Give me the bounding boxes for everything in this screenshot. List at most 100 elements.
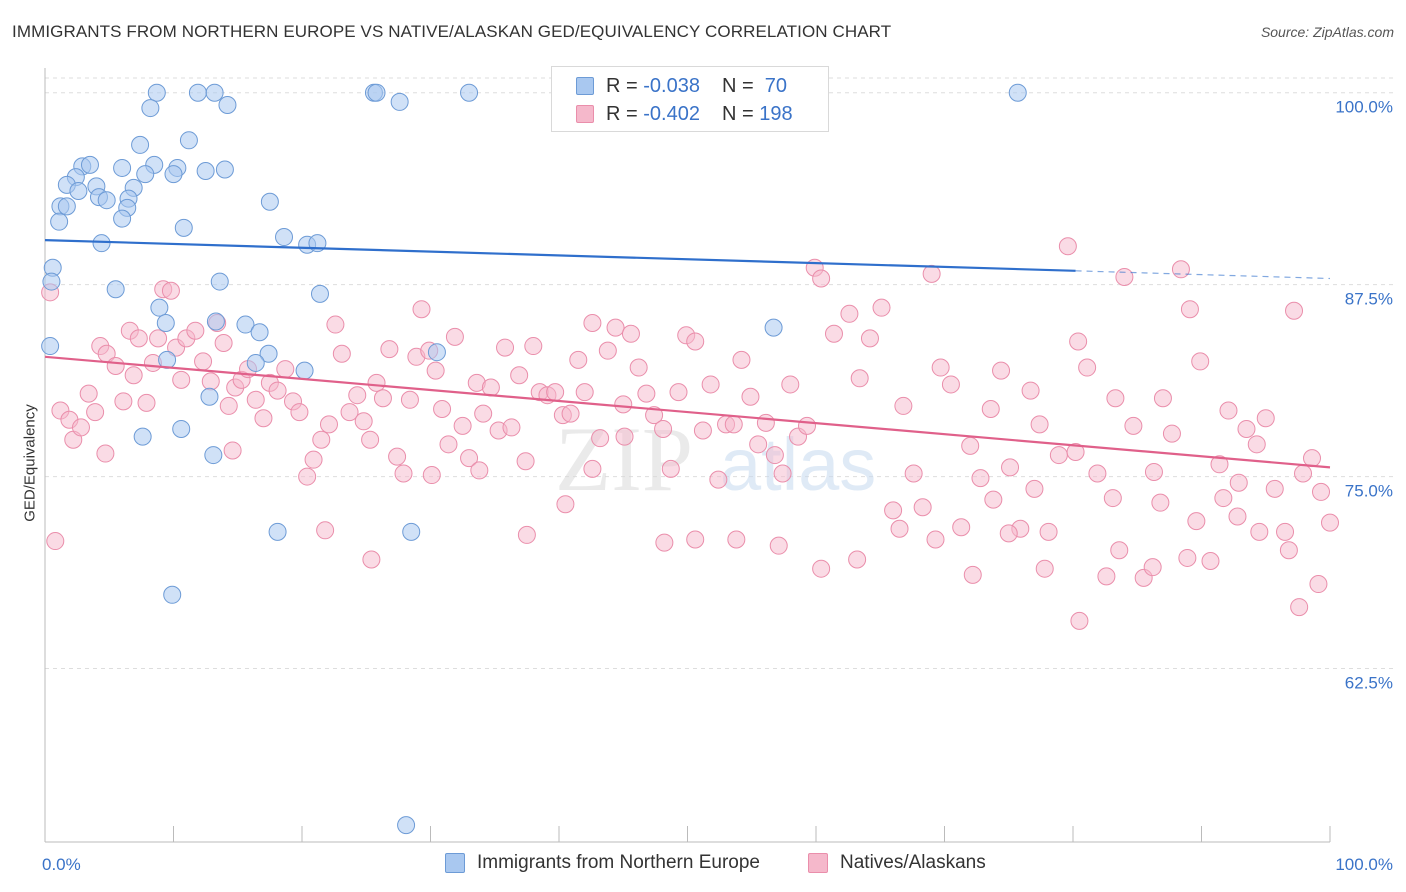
data-point-natives xyxy=(1039,522,1058,541)
data-point-natives xyxy=(1144,462,1163,481)
data-point-natives xyxy=(412,300,431,319)
data-point-natives xyxy=(1229,473,1248,492)
x-tick-label: 100.0% xyxy=(1335,855,1393,874)
data-point-northern-europe xyxy=(268,522,287,541)
data-point-natives xyxy=(890,519,909,538)
data-point-natives xyxy=(781,375,800,394)
data-point-natives xyxy=(569,350,588,369)
stats-row-northern-europe: R = -0.038 N = 70 xyxy=(576,74,787,98)
data-point-natives xyxy=(129,329,148,348)
data-point-natives xyxy=(276,360,295,379)
data-point-natives xyxy=(1187,512,1206,531)
blue-swatch xyxy=(445,853,465,873)
data-point-natives xyxy=(46,532,65,551)
data-point-natives xyxy=(984,490,1003,509)
data-point-natives xyxy=(1237,419,1256,438)
data-point-natives xyxy=(575,383,594,402)
data-point-natives xyxy=(388,447,407,466)
data-point-natives xyxy=(926,530,945,549)
data-point-natives xyxy=(79,384,98,403)
x-tick-label: 0.0% xyxy=(42,855,81,874)
data-point-natives xyxy=(1162,424,1181,443)
data-point-northern-europe xyxy=(172,419,191,438)
r-value: -0.038 xyxy=(643,74,700,97)
r-label: R = xyxy=(606,74,638,97)
data-point-northern-europe xyxy=(106,280,125,299)
data-point-natives xyxy=(963,565,982,584)
data-point-natives xyxy=(1115,267,1134,286)
data-point-natives xyxy=(1066,443,1085,461)
data-point-northern-europe xyxy=(260,192,279,211)
data-point-natives xyxy=(114,392,133,411)
y-tick-labels: 100.0% 87.5% 75.0% 62.5% xyxy=(1335,98,1393,693)
data-point-natives xyxy=(756,413,775,432)
data-point-natives xyxy=(1247,435,1266,454)
data-point-natives xyxy=(1103,489,1122,508)
data-point-natives xyxy=(439,435,458,454)
data-point-natives xyxy=(615,427,634,446)
data-point-northern-europe xyxy=(133,427,152,446)
data-point-natives xyxy=(1294,464,1313,483)
r-label: R = xyxy=(606,102,638,125)
data-point-natives xyxy=(367,373,386,392)
data-point-natives xyxy=(1250,522,1269,541)
n-value: 198 xyxy=(759,102,793,125)
data-point-natives xyxy=(1290,598,1309,617)
data-point-natives xyxy=(1035,559,1054,578)
data-point-natives xyxy=(290,403,309,422)
legend-item-northern-europe[interactable]: Immigrants from Northern Europe xyxy=(445,852,760,874)
data-point-natives xyxy=(614,395,633,414)
data-point-northern-europe xyxy=(97,191,116,210)
data-point-northern-europe xyxy=(42,272,61,291)
data-point-northern-europe xyxy=(164,165,183,184)
legend-item-natives[interactable]: Natives/Alaskans xyxy=(808,852,986,874)
data-point-natives xyxy=(1265,479,1284,498)
data-point-natives xyxy=(741,387,760,406)
data-point-natives xyxy=(749,435,768,454)
data-point-northern-europe xyxy=(427,343,446,362)
data-point-natives xyxy=(496,338,515,357)
data-point-natives xyxy=(1078,358,1097,377)
data-point-northern-europe xyxy=(156,314,175,333)
data-point-northern-europe xyxy=(150,298,169,317)
y-tick-label: 62.5% xyxy=(1345,673,1393,692)
data-point-natives xyxy=(246,390,265,409)
data-point-natives xyxy=(884,501,903,520)
data-point-natives xyxy=(433,400,452,419)
data-point-natives xyxy=(86,403,105,422)
data-point-northern-europe xyxy=(141,99,160,118)
data-point-natives xyxy=(373,389,392,408)
blue-swatch xyxy=(576,77,594,95)
watermark-zip: ZIP xyxy=(555,408,693,510)
data-point-natives xyxy=(1110,541,1129,560)
data-point-natives xyxy=(686,530,705,549)
data-point-natives xyxy=(860,329,879,348)
data-point-northern-europe xyxy=(188,83,207,102)
data-point-northern-europe xyxy=(246,353,265,372)
data-point-northern-europe xyxy=(174,218,193,237)
data-point-northern-europe xyxy=(250,323,269,342)
data-point-natives xyxy=(106,357,125,376)
data-point-natives xyxy=(524,337,543,356)
data-point-natives xyxy=(1070,611,1089,630)
data-point-natives xyxy=(556,495,575,514)
data-point-natives xyxy=(872,298,891,317)
data-point-natives xyxy=(1143,558,1162,577)
data-point-natives xyxy=(71,418,90,437)
data-point-natives xyxy=(1201,552,1220,571)
chart-title: IMMIGRANTS FROM NORTHERN EUROPE VS NATIV… xyxy=(12,22,892,41)
data-point-natives xyxy=(201,372,220,391)
y-tick-label: 75.0% xyxy=(1345,482,1393,501)
data-point-natives xyxy=(319,415,338,434)
data-point-natives xyxy=(629,358,648,377)
data-point-northern-europe xyxy=(204,446,223,465)
data-point-natives xyxy=(268,381,287,400)
data-point-natives xyxy=(362,550,381,569)
data-point-northern-europe xyxy=(460,83,479,102)
data-point-natives xyxy=(380,340,399,359)
data-point-natives xyxy=(1303,449,1322,468)
data-point-natives xyxy=(655,533,674,552)
data-point-natives xyxy=(992,361,1011,380)
data-point-natives xyxy=(727,530,746,549)
